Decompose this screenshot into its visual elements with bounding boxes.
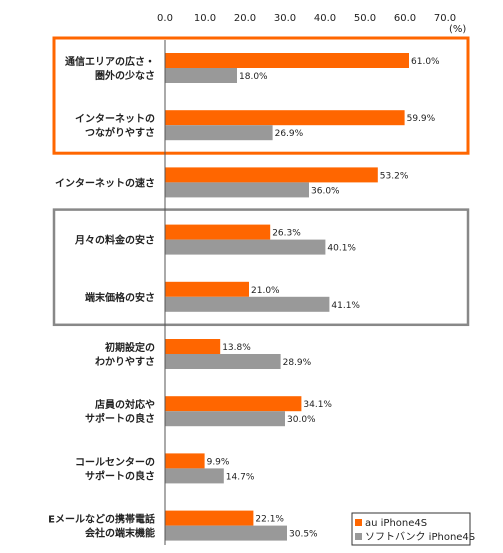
data-label: 30.5% xyxy=(289,530,318,540)
softbank-bar xyxy=(165,354,281,369)
softbank-bar xyxy=(165,125,273,141)
data-label: 13.8% xyxy=(222,343,251,353)
softbank-bar xyxy=(165,411,285,427)
data-label: 18.0% xyxy=(239,72,268,82)
softbank-bar xyxy=(165,68,237,83)
softbank-bar xyxy=(165,525,287,541)
legend-swatch xyxy=(355,519,362,526)
category-labels: 通信エリアの広さ・圏外の少なさインターネットのつながりやすさインターネットの速さ… xyxy=(48,55,155,540)
bar-series: 61.0% 18.0% 59.9% 26.9% 53.2% 36.0% 26.3% 40.1%… xyxy=(165,53,440,541)
au-bar xyxy=(165,453,205,469)
legend-frame xyxy=(351,512,471,546)
x-tick-label: 10.0 xyxy=(194,13,216,24)
legend-label: ソフトバンク iPhone4S xyxy=(365,531,475,543)
x-axis-ticks: 0.0 10.0 20.0 30.0 40.0 50.0 60.0 70.0 xyxy=(157,13,456,24)
x-tick-label: 30.0 xyxy=(274,13,296,24)
au-bar xyxy=(165,510,254,526)
x-tick-label: 50.0 xyxy=(354,13,376,24)
x-tick-label: 70.0 xyxy=(434,13,456,24)
data-label: 28.9% xyxy=(283,358,312,368)
x-axis-unit-label: (%) xyxy=(449,24,466,35)
category-label: 月々の料金の安さ xyxy=(74,234,155,247)
x-tick-label: 0.0 xyxy=(157,13,173,24)
data-label: 14.7% xyxy=(226,472,255,482)
highlight-box xyxy=(52,208,470,327)
data-label: 59.9% xyxy=(407,114,436,124)
softbank-bar xyxy=(165,468,224,484)
x-tick-label: 40.0 xyxy=(314,13,336,24)
data-label: 61.0% xyxy=(411,57,440,67)
category-label: 初期設定の xyxy=(105,341,155,354)
legend-label: au iPhone4S xyxy=(365,518,427,529)
x-tick-label: 20.0 xyxy=(234,13,256,24)
data-label: 30.0% xyxy=(287,415,316,425)
category-label: つながりやすさ xyxy=(85,126,155,139)
category-label: 圏外の少なさ xyxy=(95,69,155,82)
au-bar xyxy=(165,339,221,354)
au-bar xyxy=(165,167,378,183)
category-label: サポートの良さ xyxy=(85,469,155,482)
data-label: 53.2% xyxy=(380,171,409,181)
au-bar xyxy=(165,224,271,240)
au-bar xyxy=(165,396,302,412)
data-label: 26.3% xyxy=(272,229,301,239)
category-label: 会社の端末機能 xyxy=(85,527,155,540)
au-bar xyxy=(165,110,405,126)
highlight-box xyxy=(52,36,470,155)
legend: au iPhone4S ソフトバンク iPhone4S xyxy=(351,512,475,546)
softbank-bar xyxy=(165,239,326,255)
category-label: 店員の対応や xyxy=(95,398,155,411)
category-label: サポートの良さ xyxy=(85,412,155,425)
highlight-boxes xyxy=(52,36,470,327)
softbank-bar xyxy=(165,182,309,198)
softbank-bar xyxy=(165,296,330,312)
category-label: わかりやすさ xyxy=(95,356,155,368)
data-label: 34.1% xyxy=(303,400,332,410)
category-label: インターネットの速さ xyxy=(55,176,155,189)
category-label: 端末価格の安さ xyxy=(85,291,155,304)
legend-swatch xyxy=(355,533,362,540)
data-label: 26.9% xyxy=(275,129,304,139)
data-label: 36.0% xyxy=(311,186,340,196)
category-label: インターネットの xyxy=(75,113,155,125)
data-label: 9.9% xyxy=(207,457,230,467)
data-label: 21.0% xyxy=(251,286,280,296)
data-label: 40.1% xyxy=(327,244,356,254)
data-label: 41.1% xyxy=(331,301,360,311)
category-label: コールセンターの xyxy=(75,456,155,468)
au-bar xyxy=(165,53,409,68)
category-label: Eメールなどの携帯電話 xyxy=(48,513,155,526)
data-label: 22.1% xyxy=(255,515,284,525)
category-label: 通信エリアの広さ・ xyxy=(65,55,155,68)
x-tick-label: 60.0 xyxy=(394,13,416,24)
au-bar xyxy=(165,281,249,297)
